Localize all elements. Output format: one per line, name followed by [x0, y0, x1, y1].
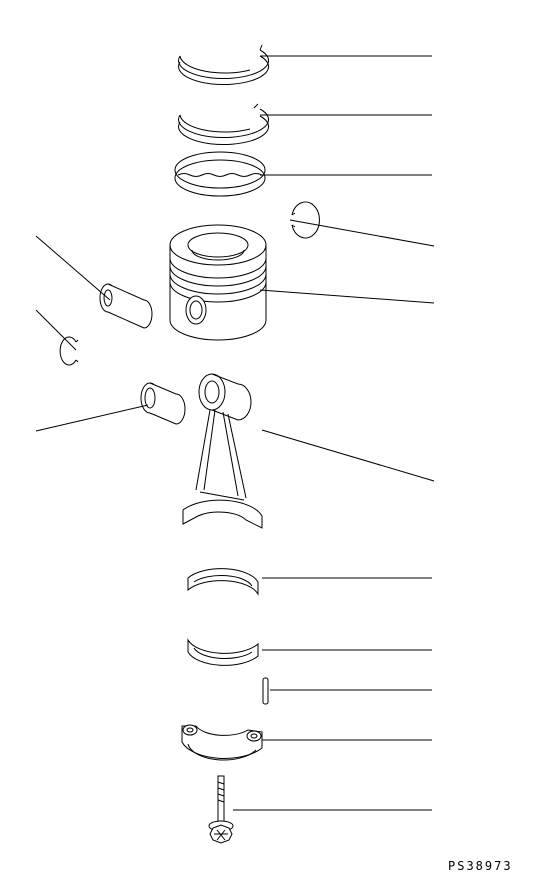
drawing-id-label: PS38973	[448, 859, 513, 873]
leader-snap-ring-left	[36, 310, 76, 350]
leader-small-end-bushing	[36, 405, 148, 431]
second-compression-ring	[179, 104, 269, 145]
cap-bolt	[209, 776, 233, 843]
leader-snap-ring-right	[290, 220, 434, 246]
snap-ring-left	[60, 337, 78, 365]
oil-control-ring	[175, 152, 265, 196]
upper-bearing-shell	[188, 569, 258, 594]
leader-connecting-rod	[262, 430, 434, 481]
piston-body	[170, 225, 266, 340]
dowel-pin	[263, 678, 268, 704]
small-end-bushing	[141, 383, 185, 424]
connecting-rod-cap	[182, 725, 262, 760]
exploded-diagram: PS38973	[0, 0, 546, 886]
piston-pin	[100, 284, 152, 328]
connecting-rod	[183, 374, 262, 528]
leader-lines	[36, 56, 434, 810]
lower-bearing-shell	[188, 640, 258, 665]
snap-ring-right	[292, 202, 319, 238]
top-compression-ring	[179, 45, 269, 85]
leader-piston-pin	[36, 236, 110, 300]
leader-piston-body	[260, 290, 434, 303]
